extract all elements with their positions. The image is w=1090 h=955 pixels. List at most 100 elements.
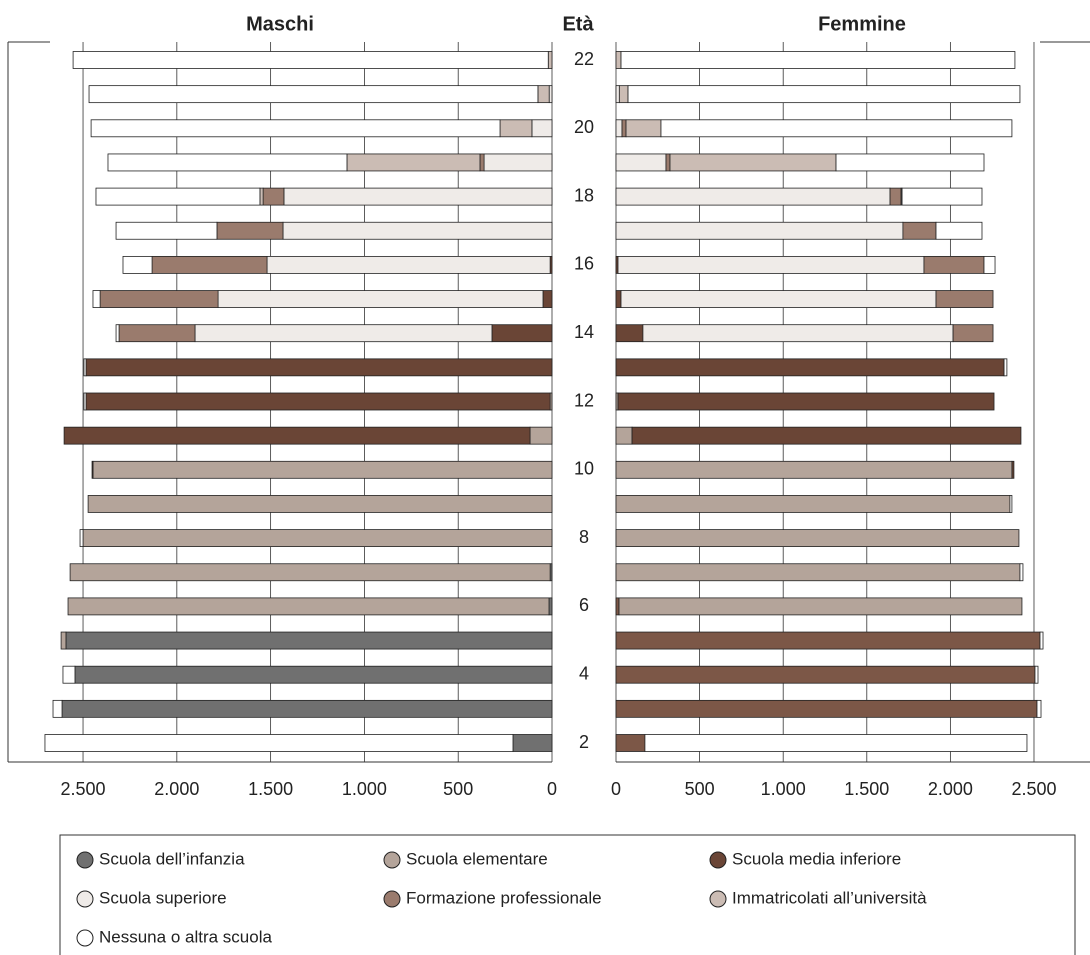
bar-segment: [283, 187, 553, 206]
bar-segment: [62, 665, 76, 684]
legend-label: Scuola superiore: [99, 888, 227, 907]
bar-segment: [92, 290, 101, 308]
bar-segment: [983, 255, 996, 274]
bar-segment: [902, 221, 937, 240]
bar-segment: [115, 221, 218, 240]
bar-segment: [61, 699, 553, 718]
bar-segment: [644, 734, 1028, 752]
legend-label: Nessuna o altra scuola: [99, 927, 272, 946]
bar-segment: [615, 187, 891, 206]
x-tick-label: 1.500: [248, 779, 293, 799]
bar-segment: [122, 255, 153, 274]
bar-segment: [72, 51, 549, 69]
bar-segment: [1003, 358, 1008, 377]
y-tick-label: 20: [574, 117, 594, 137]
x-tick-label: 1.000: [761, 779, 806, 799]
bar-segment: [935, 290, 994, 308]
legend-swatch: [709, 890, 727, 908]
bar-segment: [499, 119, 533, 138]
bar-segment: [618, 597, 1023, 616]
x-tick-label: 500: [685, 779, 715, 799]
y-tick-label: 14: [574, 322, 594, 342]
bar-segment: [889, 187, 902, 206]
bar-segment: [1009, 495, 1013, 513]
bar-segment: [542, 290, 553, 308]
bar-segment: [627, 85, 1021, 104]
bar-segment: [615, 665, 1036, 684]
bar-segment: [625, 119, 662, 138]
bar-segment: [216, 221, 284, 240]
bar-segment: [115, 324, 120, 343]
x-tick-label: 2.500: [61, 779, 106, 799]
bar-segment: [618, 85, 629, 104]
bar-segment: [74, 665, 553, 684]
bar-segment: [1034, 665, 1039, 684]
bar-segment: [669, 153, 837, 172]
bar-segment: [615, 529, 1020, 547]
bar-segment: [52, 699, 63, 718]
bar-segment: [615, 221, 904, 240]
x-tick-label: 1.000: [342, 779, 387, 799]
y-tick-label: 18: [574, 185, 594, 205]
bar-segment: [67, 597, 550, 616]
legend-label: Scuola media inferiore: [732, 849, 901, 868]
bar-segment: [615, 51, 622, 69]
bar-segment: [631, 426, 1022, 445]
bar-segment: [82, 529, 553, 547]
bar-segment: [617, 255, 925, 274]
bar-segment: [615, 290, 622, 308]
bar-segment: [537, 85, 550, 104]
panel-title: Maschi: [246, 13, 314, 35]
bar-segment: [194, 324, 493, 343]
bar-segment: [85, 392, 551, 411]
bar-segment: [615, 324, 644, 343]
legend-label: Scuola dell’infanzia: [99, 849, 245, 868]
bar-segment: [1036, 699, 1042, 718]
legend-swatch: [76, 929, 94, 947]
bar-segment: [151, 255, 268, 274]
x-tick-label: 0: [547, 779, 557, 799]
bar-segment: [615, 495, 1011, 513]
bar-segment: [99, 290, 219, 308]
bar-segment: [483, 153, 553, 172]
bar-segment: [60, 631, 67, 650]
bar-segment: [615, 597, 620, 616]
x-tick-label: 1.500: [844, 779, 889, 799]
x-tick-label: 2.000: [154, 779, 199, 799]
legend-box: [59, 834, 1076, 955]
bar-segment: [923, 255, 985, 274]
legend-swatch: [383, 851, 401, 869]
bar-segment: [952, 324, 994, 343]
bar-segment: [835, 153, 985, 172]
legend-swatch: [76, 890, 94, 908]
panel-title: Femmine: [818, 13, 906, 35]
bar-segment: [118, 324, 196, 343]
bar-segment: [65, 631, 553, 650]
bar-segment: [615, 85, 620, 104]
bar-segment: [642, 324, 954, 343]
y-tick-label: 16: [574, 254, 594, 274]
bar-segment: [615, 631, 1041, 650]
legend-label: Scuola elementare: [406, 849, 548, 868]
bar-segment: [531, 119, 553, 138]
x-tick-label: 500: [443, 779, 473, 799]
x-tick-label: 2.500: [1011, 779, 1056, 799]
y-tick-label: 6: [579, 595, 589, 615]
bar-segment: [512, 734, 553, 752]
bar-segment: [1019, 563, 1024, 582]
bar-segment: [621, 119, 627, 138]
bar-segment: [615, 426, 633, 445]
bar-segment: [615, 699, 1038, 718]
bar-segment: [615, 119, 623, 138]
bar-segment: [935, 221, 983, 240]
x-tick-label: 0: [611, 779, 621, 799]
y-tick-label: 22: [574, 49, 594, 69]
bar-segment: [548, 597, 553, 616]
y-tick-label: 8: [579, 527, 589, 547]
legend-swatch: [76, 851, 94, 869]
bar-segment: [615, 734, 646, 752]
bar-segment: [901, 187, 983, 206]
bar-segment: [90, 119, 501, 138]
bar-segment: [615, 460, 1013, 479]
